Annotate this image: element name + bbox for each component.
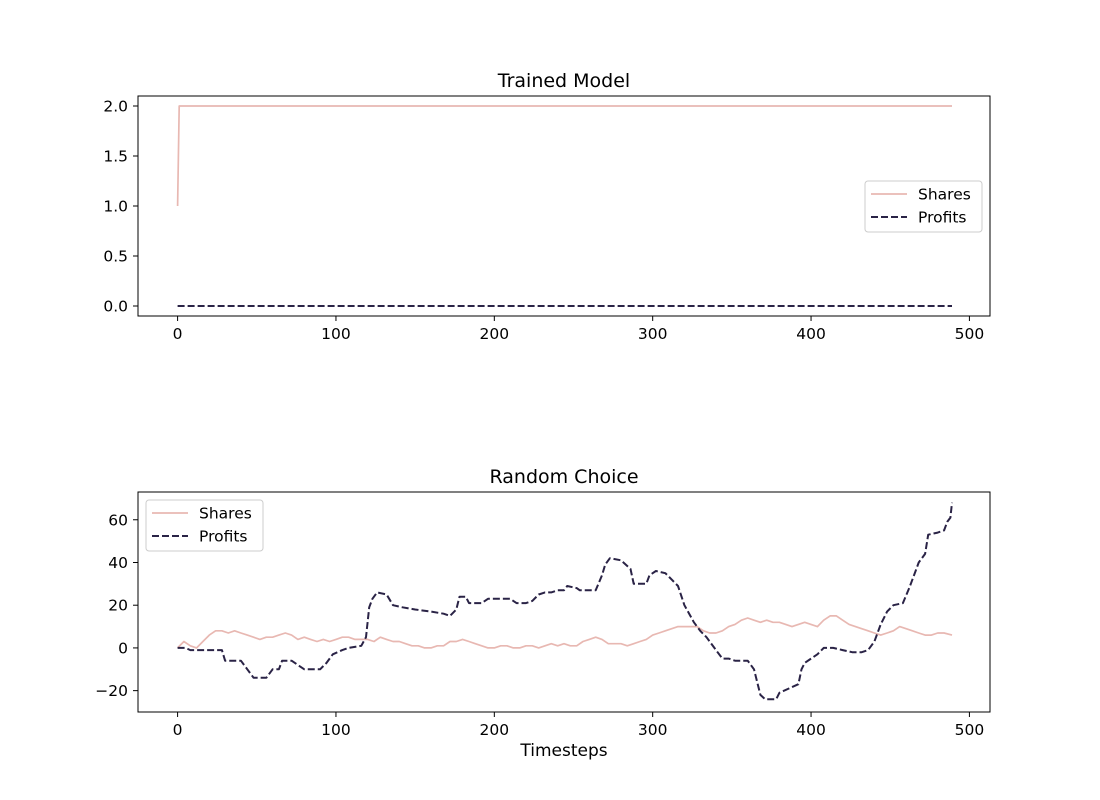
chart2-xtick-label-0: 0 (173, 721, 183, 739)
chart2-ytick-label-4: 60 (108, 511, 128, 529)
chart2-xtick-label-4: 400 (796, 721, 826, 739)
chart2-series-profits-line (177, 502, 953, 701)
chart2-xtick-label-3: 300 (638, 721, 668, 739)
chart2-xtick-label-2: 200 (480, 721, 510, 739)
chart2-ytick-label-3: 40 (108, 554, 128, 572)
chart1-legend: Shares Profits (864, 180, 983, 233)
chart1-xtick-label-5: 500 (955, 325, 985, 343)
chart1-series-shares-line (176, 105, 952, 207)
chart2-legend-label-shares: Shares (199, 505, 252, 523)
chart1-ytick-label-1: 0.5 (103, 248, 128, 266)
chart1-legend-label-profits: Profits (918, 209, 967, 227)
chart2-ytick-label-1: 0 (118, 639, 128, 657)
chart1-xtick-label-3: 300 (638, 325, 668, 343)
chart2-series-shares-line (176, 615, 953, 649)
chart2-xtick-label-1: 100 (321, 721, 351, 739)
chart1-ytick-label-3: 1.5 (103, 148, 128, 166)
chart1-xtick-label-4: 400 (796, 325, 826, 343)
chart2-legend: Shares Profits (145, 499, 264, 552)
subplot-random-choice: Random Choice 0 100 200 300 400 500 −20 0 20 40 60 T… (95, 466, 991, 761)
chart1-xtick-label-2: 200 (480, 325, 510, 343)
chart2-title: Random Choice (489, 466, 638, 488)
chart2-axes-frame (137, 491, 991, 713)
chart2-xlabel: Timesteps (519, 741, 607, 761)
chart2-xtick-label-5: 500 (955, 721, 985, 739)
chart1-ytick-label-0: 0.0 (103, 298, 128, 316)
chart2-legend-label-profits: Profits (199, 528, 248, 546)
chart2-ytick-label-0: −20 (95, 682, 128, 700)
chart1-xtick-label-1: 100 (321, 325, 351, 343)
subplot-trained-model: Trained Model 0 100 200 300 400 500 0.0 0.5 1.0 1.… (103, 70, 991, 343)
chart1-ytick-label-2: 1.0 (103, 198, 128, 216)
chart2-ytick-label-2: 20 (108, 597, 128, 615)
chart1-xtick-label-0: 0 (173, 325, 183, 343)
chart1-legend-label-shares: Shares (918, 186, 971, 204)
chart1-ytick-label-4: 2.0 (103, 98, 128, 116)
chart1-title: Trained Model (497, 70, 630, 92)
